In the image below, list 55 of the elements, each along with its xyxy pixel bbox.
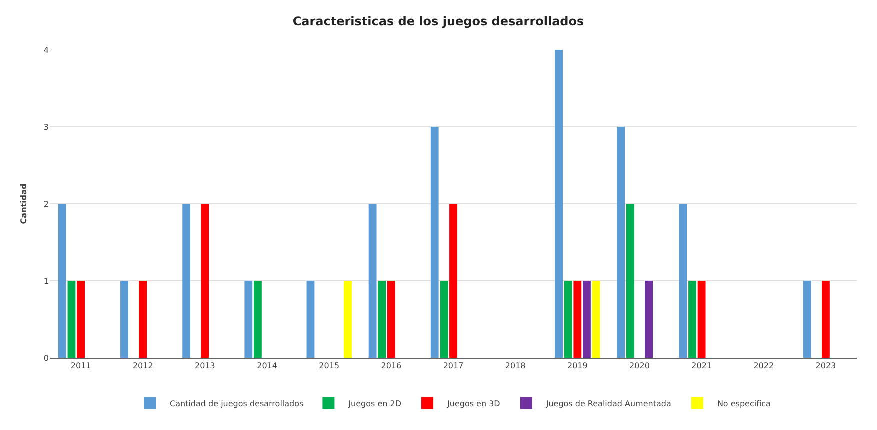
x-tick-label: 2014 [257, 362, 278, 371]
bar [803, 281, 812, 358]
x-tick-label: 2012 [132, 362, 154, 371]
bar [254, 281, 262, 358]
legend-label: Juegos en 2D [348, 399, 402, 408]
x-tick-label: 2022 [754, 362, 774, 371]
bar [344, 281, 352, 358]
y-tick-label: 0 [44, 354, 49, 363]
bar [822, 281, 830, 358]
x-tick-label: 2021 [692, 362, 712, 371]
bar [120, 281, 128, 358]
bar [139, 281, 148, 358]
bar [201, 204, 210, 358]
y-tick-label: 3 [44, 122, 49, 132]
legend-label: Juegos en 3D [446, 399, 500, 408]
bar [182, 204, 191, 358]
bar [430, 127, 439, 358]
bar [564, 281, 572, 358]
chart-title: Caracteristicas de los juegos desarrollados [292, 14, 584, 29]
x-tick-label: 2013 [195, 362, 216, 371]
bar [387, 281, 396, 358]
y-axis-title: Cantidad [20, 184, 29, 224]
bar [574, 281, 582, 358]
bar [679, 204, 688, 358]
bar [440, 281, 448, 358]
bar [698, 281, 706, 358]
x-tick-label: 2011 [70, 362, 92, 371]
x-tick-label: 2015 [319, 362, 340, 371]
bar [244, 281, 253, 358]
bar [58, 204, 66, 358]
y-tick-label: 1 [44, 276, 49, 286]
bar [645, 281, 653, 358]
bar [626, 204, 634, 358]
bar [617, 127, 626, 358]
y-tick-label: 4 [44, 46, 49, 55]
bar [450, 204, 458, 358]
bar [583, 281, 591, 358]
bar [68, 281, 76, 358]
x-tick-label: 2016 [381, 362, 402, 371]
legend-label: Juegos de Realidad Aumentada [545, 399, 672, 408]
legend-label: No especifica [717, 399, 772, 408]
bar [77, 281, 85, 358]
x-tick-label: 2023 [816, 362, 836, 371]
bar [306, 281, 315, 358]
bar [688, 281, 696, 358]
legend-label: Cantidad de juegos desarrollados [170, 399, 304, 408]
x-tick-label: 2017 [443, 362, 464, 371]
y-tick-label: 2 [44, 200, 49, 209]
x-tick-label: 2019 [567, 362, 588, 371]
bar [378, 281, 386, 358]
x-tick-label: 2018 [505, 362, 526, 371]
x-tick-label: 2020 [630, 362, 650, 371]
bar [555, 50, 563, 358]
bar [592, 281, 600, 358]
bar [368, 204, 377, 358]
